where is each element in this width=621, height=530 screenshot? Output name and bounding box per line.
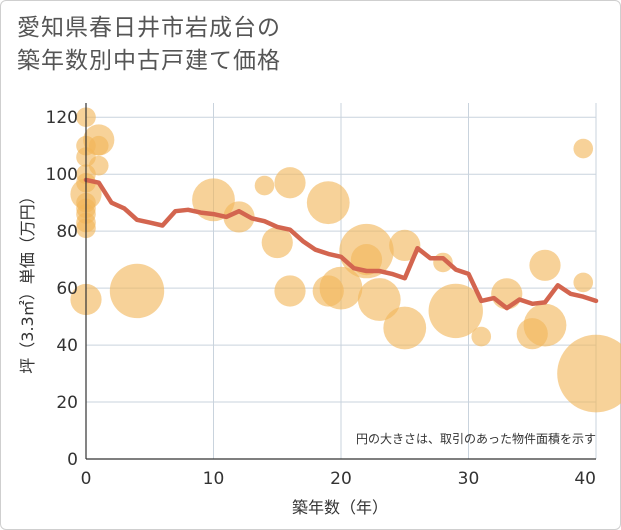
bubble-point [573, 138, 594, 159]
bubble-point [88, 155, 109, 176]
y-tick-label: 60 [56, 279, 78, 299]
trend-layer [83, 177, 599, 311]
bubble-point [523, 303, 567, 347]
x-tick-label: 0 [81, 469, 92, 489]
chart-title-line2: 築年数別中古戸建て価格 [17, 48, 281, 74]
y-tick-label: 100 [46, 165, 78, 185]
bubble-point [383, 306, 427, 350]
bubble-point [261, 226, 293, 259]
y-tick-label: 40 [56, 336, 78, 356]
y-tick-label: 120 [46, 108, 78, 128]
chart-title: 愛知県春日井市岩成台の 築年数別中古戸建て価格 [17, 12, 281, 78]
bubble-point [223, 201, 255, 233]
bubble-point [557, 334, 621, 413]
bubble-layer [70, 107, 621, 413]
bubble-point [254, 175, 275, 196]
bubble-point [491, 278, 523, 310]
y-tick-label: 20 [56, 393, 78, 413]
bubble-point [389, 229, 421, 261]
y-tick-label: 0 [67, 450, 78, 470]
x-tick-labels: 0 10 20 30 40 [81, 469, 596, 489]
x-tick-label: 10 [203, 469, 225, 489]
axes [85, 103, 596, 460]
x-tick-label: 40 [574, 469, 596, 489]
x-axis-label: 築年数（年） [292, 498, 388, 517]
bubble-point [471, 326, 492, 347]
y-axis-label: 坪（3.3㎡）単価（万円） [18, 188, 37, 373]
bubble-point [192, 178, 235, 222]
x-tick-label: 30 [458, 469, 480, 489]
chart-title-line1: 愛知県春日井市岩成台の [17, 15, 281, 41]
bubble-point [109, 263, 165, 319]
y-tick-labels: 0 20 40 60 80 100 120 [46, 108, 78, 470]
y-tick-label: 80 [56, 222, 78, 242]
bubble-point [306, 181, 350, 225]
bubble-point [274, 167, 306, 199]
bubble-point [319, 266, 363, 310]
bubble-point [274, 275, 306, 307]
trend-line [83, 177, 599, 311]
bubble-point [573, 272, 594, 293]
size-note: 円の大きさは、取引のあった物件面積を示す [356, 431, 596, 446]
x-tick-label: 20 [330, 469, 352, 489]
bubble-point [428, 283, 483, 339]
bubble-point [88, 135, 109, 156]
bubble-point [529, 249, 561, 281]
bubble-point [357, 278, 401, 321]
